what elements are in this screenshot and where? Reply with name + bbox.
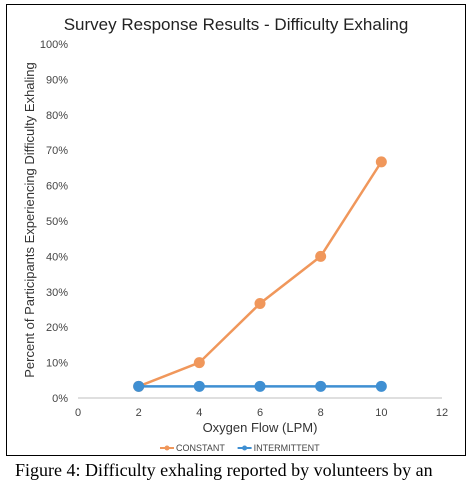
x-tick-label: 0 (75, 407, 81, 419)
figure-caption: Figure 4: Difficulty exhaling reported b… (15, 460, 433, 480)
data-point (254, 297, 266, 309)
y-axis: 0% 10% 20% 30% 40% 50% 60% 70% 80% 90% 100% (40, 39, 68, 405)
x-tick-label: 8 (318, 407, 324, 419)
y-tick-label: 80% (46, 110, 68, 122)
series-line (138, 161, 383, 388)
y-tick-label: 20% (46, 322, 68, 334)
x-tick-label: 10 (375, 407, 387, 419)
chart-title: Survey Response Results - Difficulty Exh… (64, 15, 409, 34)
chart-frame (6, 4, 466, 456)
y-tick-label: 50% (46, 216, 68, 228)
x-tick-label: 6 (257, 407, 263, 419)
x-tick-label: 2 (136, 407, 142, 419)
data-point (133, 380, 145, 392)
y-tick-label: 10% (46, 358, 68, 370)
x-axis: 0 2 4 6 8 10 12 (75, 407, 448, 419)
legend-item: CONSTANT (160, 443, 225, 453)
data-point (193, 357, 205, 369)
series-constant (133, 156, 387, 392)
legend-swatch-marker (242, 445, 248, 451)
legend-swatch-marker (164, 445, 170, 451)
y-tick-label: 40% (46, 251, 68, 263)
series-layer (133, 156, 387, 392)
y-tick-label: 100% (40, 39, 68, 51)
data-point (193, 380, 205, 392)
legend: CONSTANT INTERMITTENT (160, 443, 320, 453)
data-point (375, 380, 387, 392)
x-tick-label: 4 (196, 407, 202, 419)
legend-label: CONSTANT (176, 443, 225, 453)
legend-label: INTERMITTENT (254, 443, 320, 453)
y-tick-label: 90% (46, 74, 68, 86)
y-tick-label: 30% (46, 287, 68, 299)
data-point (254, 380, 266, 392)
data-point (315, 250, 327, 262)
y-tick-label: 60% (46, 181, 68, 193)
legend-item: INTERMITTENT (237, 443, 320, 453)
data-point (315, 380, 327, 392)
series-intermittent (133, 380, 387, 392)
x-axis-label: Oxygen Flow (LPM) (203, 420, 318, 435)
y-tick-label: 0% (52, 393, 68, 405)
y-axis-label: Percent of Participants Experiencing Dif… (22, 62, 37, 378)
y-tick-label: 70% (46, 145, 68, 157)
x-tick-label: 12 (436, 407, 448, 419)
line-chart: Survey Response Results - Difficulty Exh… (22, 15, 448, 453)
data-point (375, 156, 387, 168)
